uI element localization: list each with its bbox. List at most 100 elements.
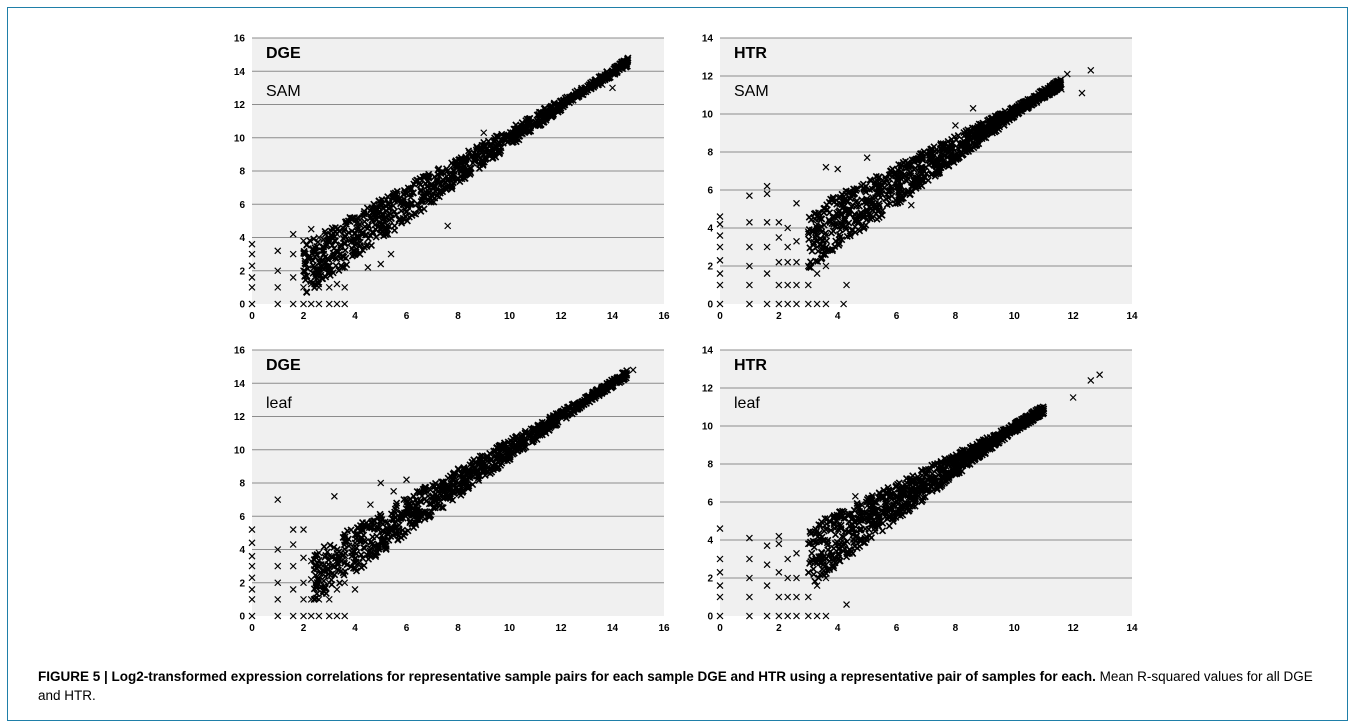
data-point [775,258,783,266]
data-point [1034,412,1043,420]
data-point [368,517,376,526]
data-point [569,93,577,101]
x-tick-label: 12 [555,311,567,322]
data-point [868,520,876,528]
data-point [391,222,399,230]
data-point [307,612,315,620]
data-point [621,59,629,67]
x-tick-label: 12 [555,623,567,634]
data-point [547,421,555,429]
data-point [475,476,483,485]
chart-title: DGE [266,45,301,62]
data-point [860,224,868,232]
data-point [879,494,887,503]
data-point [341,283,349,291]
data-point [300,554,307,562]
data-point [416,489,424,497]
data-point [907,172,915,180]
data-point [361,544,369,552]
data-point [289,273,297,281]
data-point [894,188,903,196]
data-point [274,300,282,308]
data-point [856,526,865,534]
data-point [315,549,323,557]
data-point [400,186,408,194]
data-point [289,562,297,570]
data-point [891,170,900,178]
data-point [934,480,942,488]
chart-subtitle: leaf [266,395,292,412]
data-point [942,471,951,479]
data-point [804,593,812,601]
data-point [804,568,812,576]
data-point [891,168,899,177]
data-point [493,453,501,462]
data-point [479,160,487,168]
data-point [248,300,256,308]
data-point [359,246,367,254]
data-point [300,579,307,587]
y-tick-label: 2 [239,266,245,277]
data-point [813,270,821,278]
data-point [352,550,360,558]
y-tick-label: 2 [239,578,245,589]
data-point [944,149,952,157]
data-point [912,486,920,495]
data-point [351,565,360,573]
data-point [850,525,858,533]
data-point [437,170,445,178]
data-point [835,241,843,249]
y-tick-label: 6 [239,200,245,211]
data-point [406,503,414,511]
data-point [804,540,812,548]
data-points [716,371,1104,620]
data-point [875,206,883,214]
data-point [307,557,315,565]
data-point [313,272,322,280]
y-tick-label: 8 [707,148,713,159]
data-point [390,511,398,519]
x-tick-label: 10 [504,623,516,634]
data-point [775,234,783,241]
data-points [248,366,637,620]
data-point [918,163,926,171]
data-point [863,195,871,203]
data-point [809,241,817,249]
data-point [341,579,349,587]
data-point [334,225,342,233]
data-point [880,505,888,513]
data-point [372,204,380,211]
data-point [1010,108,1018,116]
data-point [307,576,315,583]
data-point [846,232,854,240]
data-point [462,164,470,172]
data-point [898,502,906,510]
data-point [325,267,333,275]
data-point [876,517,884,525]
data-point [846,229,854,237]
y-tick-label: 8 [239,479,245,490]
data-point [614,62,622,70]
data-point [763,300,771,308]
data-point [509,448,517,456]
data-point [868,500,876,508]
data-point [431,183,439,191]
data-point [352,216,361,224]
data-point [478,461,486,469]
data-point [988,127,996,135]
x-tick-label: 10 [1009,623,1021,634]
data-point [395,215,403,224]
x-tick-label: 12 [1068,311,1080,322]
x-tick-label: 14 [607,311,619,322]
data-point [834,549,842,557]
data-point [322,273,330,281]
data-point [918,177,926,185]
data-point [804,262,812,270]
data-point [901,485,909,493]
data-point [813,300,821,308]
data-point [842,553,851,561]
data-point [418,195,426,204]
data-point [952,460,959,468]
data-point [380,215,388,223]
data-point [817,548,826,556]
